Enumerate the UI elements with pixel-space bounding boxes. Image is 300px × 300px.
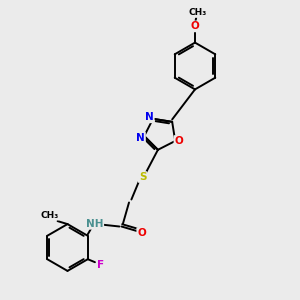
Text: N: N bbox=[145, 112, 154, 122]
Text: F: F bbox=[97, 260, 104, 270]
Text: O: O bbox=[137, 228, 146, 238]
Text: CH₃: CH₃ bbox=[189, 8, 207, 17]
Text: S: S bbox=[139, 172, 146, 182]
Text: O: O bbox=[174, 136, 183, 146]
Text: NH: NH bbox=[86, 219, 103, 229]
Text: O: O bbox=[190, 21, 199, 32]
Text: CH₃: CH₃ bbox=[40, 211, 58, 220]
Text: N: N bbox=[136, 133, 145, 142]
